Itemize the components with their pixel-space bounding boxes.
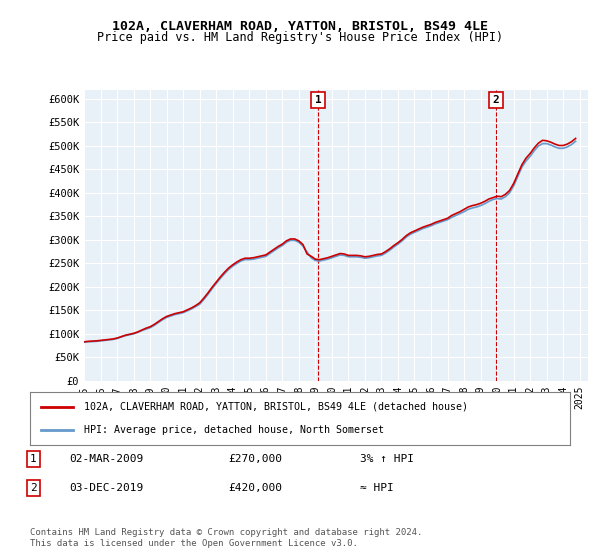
Text: 2: 2 (493, 95, 499, 105)
Text: HPI: Average price, detached house, North Somerset: HPI: Average price, detached house, Nort… (84, 425, 384, 435)
Text: 1: 1 (30, 454, 37, 464)
Text: Contains HM Land Registry data © Crown copyright and database right 2024.
This d: Contains HM Land Registry data © Crown c… (30, 528, 422, 548)
Text: £420,000: £420,000 (228, 483, 282, 493)
Text: 102A, CLAVERHAM ROAD, YATTON, BRISTOL, BS49 4LE: 102A, CLAVERHAM ROAD, YATTON, BRISTOL, B… (112, 20, 488, 32)
Text: 102A, CLAVERHAM ROAD, YATTON, BRISTOL, BS49 4LE (detached house): 102A, CLAVERHAM ROAD, YATTON, BRISTOL, B… (84, 402, 468, 412)
Text: 02-MAR-2009: 02-MAR-2009 (69, 454, 143, 464)
Text: Price paid vs. HM Land Registry's House Price Index (HPI): Price paid vs. HM Land Registry's House … (97, 31, 503, 44)
Text: ≈ HPI: ≈ HPI (360, 483, 394, 493)
Text: 03-DEC-2019: 03-DEC-2019 (69, 483, 143, 493)
Text: 3% ↑ HPI: 3% ↑ HPI (360, 454, 414, 464)
Text: £270,000: £270,000 (228, 454, 282, 464)
Text: 1: 1 (315, 95, 322, 105)
Text: 2: 2 (30, 483, 37, 493)
